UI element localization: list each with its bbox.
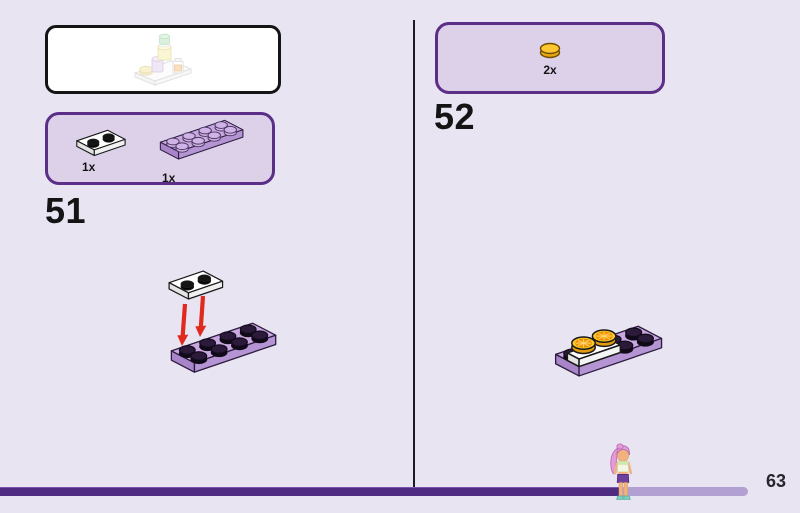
column-divider [413, 20, 415, 487]
step-number-52: 52 [434, 96, 476, 137]
lavender-2x4-plate-icon [159, 119, 244, 160]
part-count: 2x [543, 63, 557, 77]
minidoll-progress-marker-icon [610, 443, 633, 500]
part-yellow-round-tile: 2x [535, 39, 565, 77]
assembled-model-preview-icon [133, 33, 193, 86]
page-number: 63 [765, 471, 787, 491]
white-1x2-plate-icon [76, 129, 126, 156]
progress-bar-completed [0, 487, 619, 496]
placement-arrows-icon [177, 295, 207, 346]
step-number-51: 51 [45, 190, 87, 231]
citrus-tile-back [591, 329, 617, 348]
part-lavender-2x4-plate: 1x [154, 113, 250, 185]
parts-box-step-51: 1x 1x [45, 112, 275, 185]
assembly-52-icon [554, 325, 663, 377]
part-count: 1x [82, 159, 96, 174]
assembly-diagram-step-52 [548, 300, 672, 391]
progress-bar-remaining [619, 487, 748, 496]
assembly-diagram-step-51 [158, 260, 298, 395]
parts-box-step-52: 2x [435, 22, 665, 94]
lavender-2x4-plate-target-icon [170, 322, 277, 373]
yellow-round-tile-icon [539, 42, 561, 59]
part-white-1x2-plate: 1x [74, 124, 130, 174]
part-count: 1x [162, 170, 176, 185]
model-preview-box [45, 25, 281, 94]
citrus-tile-front [571, 336, 596, 355]
white-1x2-plate-floating-icon [168, 270, 224, 300]
